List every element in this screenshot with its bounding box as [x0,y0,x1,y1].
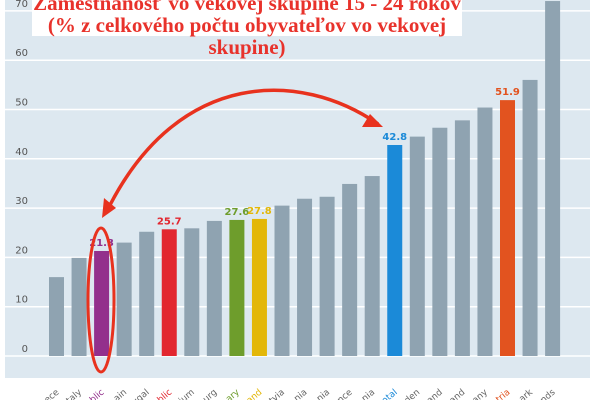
bar [184,228,200,356]
x-tick-label: taly [65,387,85,400]
data-label: 27.6 [225,207,250,218]
x-tick-label: nia [293,388,310,400]
chart-title: Zamestnanosť vo vekovej skupine 15 - 24 … [33,0,461,15]
bar [364,176,380,356]
highlight-ellipse [86,226,116,374]
x-tick-label: ark [517,387,535,400]
x-tick-label: tvia [268,388,287,400]
annotation-layer [86,88,383,374]
y-tick-label: 10 [15,295,28,306]
bar [387,144,403,356]
y-tick-label: 20 [15,245,28,256]
bar [409,136,425,356]
bar [477,107,493,356]
x-tick-label: ece [43,387,62,400]
y-tick-label: 70 [15,0,28,10]
x-tick-label: otal [380,388,399,400]
bar [49,277,64,356]
bar [71,257,87,356]
x-tick-label: and [425,388,444,400]
data-label: 27.8 [247,206,272,217]
comparison-arrow [108,88,379,206]
data-label: 51.9 [495,87,520,98]
y-tick-label: 60 [15,48,28,59]
y-tick-label: 0 [22,344,28,355]
arrowhead-left [102,198,116,218]
bar [94,250,110,356]
data-label: 21.3 [89,238,114,249]
y-tick-label: 30 [15,196,28,207]
x-tick-label: nia [315,388,332,400]
x-tick-label: nce [336,387,355,400]
bar [297,198,313,356]
data-label: 25.7 [157,216,182,227]
bar [342,183,358,356]
bar [432,127,448,356]
x-tick-label: blic [88,388,106,400]
bar [545,1,561,356]
bar [522,79,538,357]
bar [161,229,177,356]
x-tick-label: and [448,388,467,400]
bar [319,196,335,356]
x-tick-label: nia [360,388,377,400]
y-tick-label: 40 [15,147,28,158]
x-tick-label: ugal [130,388,151,400]
x-tick-label: tria [494,388,512,400]
data-label: 42.8 [382,132,407,143]
x-tick-label: any [471,387,491,400]
x-tick-label: ary [224,387,242,400]
x-tick-label: ain [112,388,129,400]
title-box: Zamestnanosť vo vekovej skupine 15 - 24 … [32,0,462,58]
bar [206,220,222,356]
x-tick-label: ium [177,388,196,400]
x-tick-label: blic [156,388,174,400]
bar [229,219,245,356]
y-tick-label: 50 [15,98,28,109]
bar [274,205,290,356]
x-tick-label: and [245,388,264,400]
x-tick-label: den [403,388,422,400]
arrowhead-right [362,114,383,127]
bar [251,218,267,356]
bar [116,242,132,356]
bar [454,120,470,356]
bar [139,231,155,356]
bar [500,100,515,357]
x-tick-label: nds [539,387,558,400]
x-tick-label: urg [201,388,219,400]
chart-subtitle: (% z celkového počtu obyvateľov vo vekov… [47,13,447,59]
